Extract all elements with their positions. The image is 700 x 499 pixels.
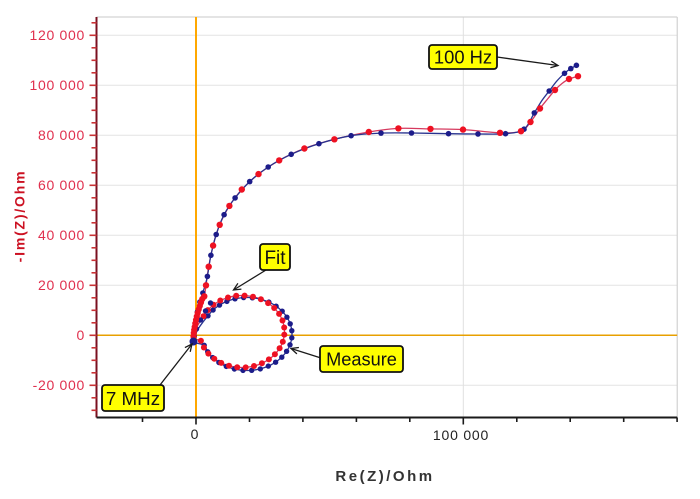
svg-text:120 000: 120 000 (29, 27, 85, 43)
svg-text:100 Hz: 100 Hz (434, 47, 492, 68)
svg-text:Fit: Fit (264, 248, 286, 269)
svg-text:7 MHz: 7 MHz (106, 388, 160, 409)
svg-text:-20 000: -20 000 (33, 377, 85, 393)
svg-text:40 000: 40 000 (38, 227, 85, 243)
svg-text:100 000: 100 000 (29, 77, 85, 93)
svg-text:-Im(Z)/Ohm: -Im(Z)/Ohm (12, 170, 28, 263)
svg-text:60 000: 60 000 (38, 177, 85, 193)
svg-text:20 000: 20 000 (38, 277, 85, 293)
svg-text:80 000: 80 000 (38, 127, 85, 143)
svg-text:Re(Z)/Ohm: Re(Z)/Ohm (335, 468, 434, 485)
svg-text:0: 0 (77, 327, 86, 343)
svg-text:Measure: Measure (326, 350, 397, 370)
svg-text:100 000: 100 000 (433, 427, 489, 443)
svg-text:0: 0 (191, 426, 199, 442)
